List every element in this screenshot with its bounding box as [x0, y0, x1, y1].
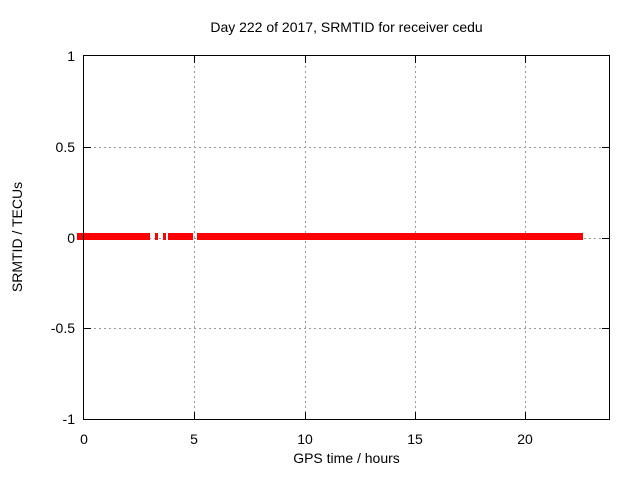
y-tick-mark [602, 238, 609, 239]
gridline-horizontal [84, 327, 609, 329]
x-tick-mark [415, 412, 416, 419]
x-tick-mark [525, 56, 526, 63]
data-series-segment [155, 233, 158, 240]
x-tick-mark [194, 412, 195, 419]
x-tick-label: 10 [297, 431, 313, 447]
x-tick-mark [415, 56, 416, 63]
x-tick-mark [194, 56, 195, 63]
x-tick-label: 5 [190, 431, 198, 447]
data-series-segment [163, 233, 166, 240]
y-tick-mark [602, 328, 609, 329]
x-tick-label: 20 [517, 431, 533, 447]
x-tick-mark [305, 56, 306, 63]
y-tick-label: 0 [67, 230, 75, 246]
x-tick-label: 0 [80, 431, 88, 447]
y-tick-mark [84, 328, 91, 329]
x-axis-label: GPS time / hours [293, 450, 400, 466]
data-series-segment [168, 233, 193, 240]
y-axis-label: SRMTID / TECUs [9, 181, 25, 293]
x-tick-mark [305, 412, 306, 419]
x-tick-mark [525, 412, 526, 419]
data-series-segment [197, 233, 583, 240]
y-tick-label: -0.5 [50, 320, 75, 336]
x-tick-label: 15 [407, 431, 423, 447]
data-series-segment [84, 233, 150, 240]
gridline-horizontal [84, 146, 609, 148]
data-series-segment [77, 233, 83, 240]
y-tick-mark [602, 147, 609, 148]
y-tick-mark [84, 147, 91, 148]
plot-area: 0 5 10 15 20 1 0.5 0 -0.5 -1 [51, 48, 610, 447]
y-tick-label: 0.5 [55, 139, 75, 155]
y-tick-label: 1 [67, 48, 75, 64]
chart-title: Day 222 of 2017, SRMTID for receiver ced… [210, 19, 483, 35]
y-tick-label: -1 [62, 411, 75, 427]
